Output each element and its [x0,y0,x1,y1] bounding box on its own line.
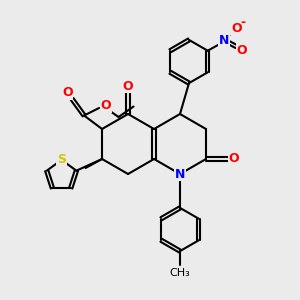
Text: O: O [123,80,134,93]
Text: N: N [175,167,185,181]
Text: -: - [240,16,245,29]
Text: O: O [231,22,242,35]
Text: O: O [100,99,111,112]
Text: O: O [236,44,247,57]
Text: N: N [219,34,230,47]
Text: O: O [229,152,239,166]
Text: CH₃: CH₃ [169,268,190,278]
Text: S: S [57,153,66,167]
Text: O: O [62,86,73,99]
